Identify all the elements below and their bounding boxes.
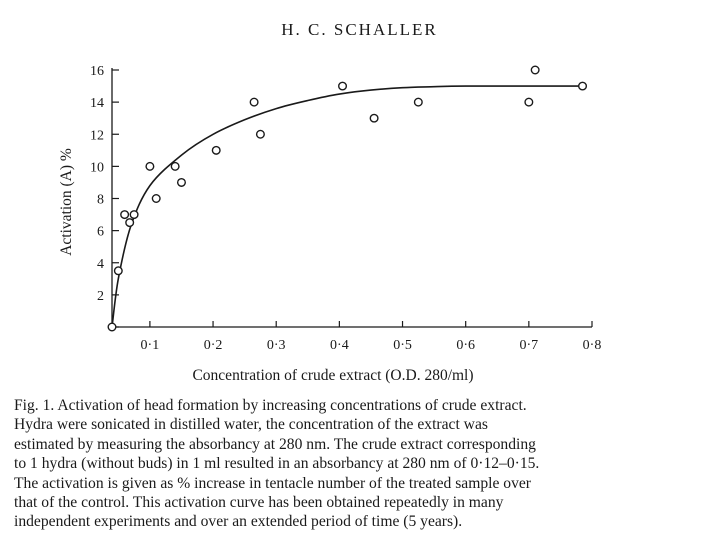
data-point [151, 193, 161, 203]
data-point [413, 97, 423, 107]
data-point [176, 177, 186, 187]
x-tick-label: 0·6 [456, 338, 475, 353]
y-tick-label: 8 [97, 193, 104, 208]
x-tick-label: 0·4 [330, 338, 349, 353]
data-point [255, 129, 265, 139]
caption-line: Hydra were sonicated in distilled water,… [14, 416, 488, 434]
x-axis-label: Concentration of crude extract (O.D. 280… [192, 367, 473, 384]
y-tick-label: 10 [90, 160, 104, 175]
data-point [530, 65, 540, 75]
fitted-curve-layer [111, 85, 583, 328]
y-tick-label: 2 [97, 289, 104, 304]
y-tick-label: 14 [90, 96, 104, 111]
data-point [113, 266, 123, 276]
data-point [578, 81, 588, 91]
caption-line: that of the control. This activation cur… [14, 494, 504, 512]
data-point [211, 145, 221, 155]
data-point [125, 218, 135, 228]
caption-line: Fig. 1. Activation of head formation by … [14, 397, 527, 414]
y-tick-label: 12 [90, 128, 104, 143]
activation-curve-line [111, 85, 583, 328]
data-points-layer [107, 65, 588, 332]
y-axis-label: Activation (A) % [58, 148, 75, 256]
y-tick-label: 4 [97, 257, 104, 272]
figure-caption: Fig. 1. Activation of head formation by … [14, 396, 704, 532]
data-point [338, 81, 348, 91]
caption-line: to 1 hydra (without buds) in 1 ml result… [14, 455, 540, 473]
data-point [120, 210, 130, 220]
data-point [145, 161, 155, 171]
chart-axes [111, 68, 592, 328]
data-point [249, 97, 259, 107]
data-point [369, 113, 379, 123]
y-tick-label: 6 [97, 225, 104, 240]
x-tick-label: 0·8 [583, 338, 602, 353]
data-point [524, 97, 534, 107]
y-tick-label: 16 [90, 64, 104, 79]
x-tick-label: 0·3 [267, 338, 286, 353]
running-header: H. C. SCHALLER [281, 20, 438, 39]
chart-ticks: 0·1 0·2 0·3 0·4 0·5 0·6 0·7 0·8 2 4 6 8 10 12 14 16 [90, 64, 601, 353]
caption-line: independent experiments and over an exte… [14, 513, 463, 531]
activation-chart: 0·1 0·2 0·3 0·4 0·5 0·6 0·7 0·8 2 4 6 8 10 12 14 16 Con… [58, 64, 601, 384]
data-point [107, 322, 117, 332]
x-tick-label: 0·5 [393, 338, 412, 353]
x-tick-label: 0·7 [520, 338, 539, 353]
caption-line: estimated by measuring the absorbancy at… [14, 435, 536, 453]
x-tick-label: 0·2 [204, 338, 223, 353]
caption-line: The activation is given as % increase in… [14, 474, 531, 492]
x-tick-label: 0·1 [141, 338, 160, 353]
data-point [170, 161, 180, 171]
data-point [129, 210, 139, 220]
